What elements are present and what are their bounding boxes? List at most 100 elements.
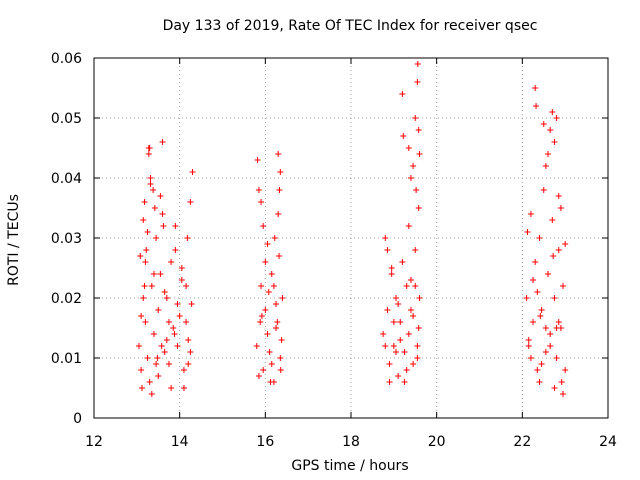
data-point <box>189 169 196 175</box>
data-point <box>185 337 192 343</box>
x-tick-labels: 12 14 16 18 20 22 24 <box>85 434 617 450</box>
data-point <box>536 235 543 241</box>
data-point <box>547 331 554 337</box>
data-point <box>553 115 560 121</box>
x-tick-label: 12 <box>85 434 103 450</box>
data-point <box>138 313 145 319</box>
x-tick-label: 20 <box>428 434 446 450</box>
data-point <box>184 235 191 241</box>
data-point <box>414 355 421 361</box>
data-point <box>399 91 406 97</box>
data-point <box>530 277 537 283</box>
data-point <box>275 151 282 157</box>
data-point <box>525 343 532 349</box>
data-point <box>386 361 393 367</box>
data-point <box>415 325 422 331</box>
data-point <box>160 223 167 229</box>
data-point <box>150 271 157 277</box>
data-point <box>551 295 558 301</box>
data-point <box>154 355 161 361</box>
data-point <box>540 121 547 127</box>
data-point <box>401 349 408 355</box>
data-point <box>183 283 190 289</box>
data-point <box>558 379 565 385</box>
data-point <box>151 205 158 211</box>
data-point <box>183 319 190 325</box>
data-point <box>147 175 154 181</box>
data-point <box>142 319 149 325</box>
data-point <box>555 319 562 325</box>
data-point <box>401 379 408 385</box>
data-point <box>260 367 267 373</box>
data-point <box>399 259 406 265</box>
data-point <box>271 235 278 241</box>
data-point <box>412 283 419 289</box>
data-point <box>551 139 558 145</box>
data-point <box>278 337 285 343</box>
data-point <box>392 349 399 355</box>
y-tick-label: 0.02 <box>51 291 82 307</box>
data-point <box>533 103 540 109</box>
x-axis-title: GPS time / hours <box>291 458 408 474</box>
data-point <box>180 367 187 373</box>
data-point <box>144 229 151 235</box>
data-point <box>157 271 164 277</box>
data-point <box>416 295 423 301</box>
data-point <box>265 289 272 295</box>
y-tick-label: 0 <box>73 411 82 427</box>
x-tick-label: 18 <box>342 434 360 450</box>
data-point <box>172 247 179 253</box>
data-point <box>536 379 543 385</box>
data-point <box>157 193 164 199</box>
y-tick-label: 0.01 <box>51 351 82 367</box>
data-point <box>538 307 545 313</box>
data-point <box>187 349 194 355</box>
data-point <box>148 283 155 289</box>
x-tick-label: 16 <box>256 434 274 450</box>
data-point <box>414 343 421 349</box>
data-point <box>525 337 532 343</box>
data-point <box>178 277 185 283</box>
data-point <box>174 301 181 307</box>
data-point <box>267 379 274 385</box>
data-point <box>255 187 262 193</box>
data-point <box>416 151 423 157</box>
data-point <box>138 385 145 391</box>
data-point <box>562 367 569 373</box>
chart-title: Day 133 of 2019, Rate Of TEC Index for r… <box>163 18 538 34</box>
data-point <box>178 265 185 271</box>
data-point <box>549 109 556 115</box>
data-point <box>562 241 569 247</box>
data-point <box>260 223 267 229</box>
data-point <box>384 307 391 313</box>
data-point <box>388 265 395 271</box>
data-point <box>384 247 391 253</box>
data-point <box>168 259 175 265</box>
data-point <box>537 313 544 319</box>
data-point <box>414 61 421 67</box>
data-point <box>273 325 280 331</box>
data-point <box>276 253 283 259</box>
data-point <box>542 163 549 169</box>
data-point <box>532 259 539 265</box>
data-point <box>527 355 534 361</box>
data-point <box>258 199 265 205</box>
x-tick-label: 22 <box>513 434 531 450</box>
data-point <box>268 361 275 367</box>
data-point <box>148 391 155 397</box>
data-point <box>545 151 552 157</box>
data-point <box>165 361 172 367</box>
data-point <box>153 235 160 241</box>
data-point <box>412 115 419 121</box>
data-point <box>258 283 265 289</box>
data-point <box>279 295 286 301</box>
axis-ticks <box>93 57 609 419</box>
data-point <box>407 277 414 283</box>
data-point <box>560 391 567 397</box>
data-point <box>137 253 144 259</box>
y-tick-label: 0.05 <box>51 111 82 127</box>
data-point <box>140 295 147 301</box>
y-tick-label: 0.06 <box>51 51 82 67</box>
data-point <box>410 163 417 169</box>
